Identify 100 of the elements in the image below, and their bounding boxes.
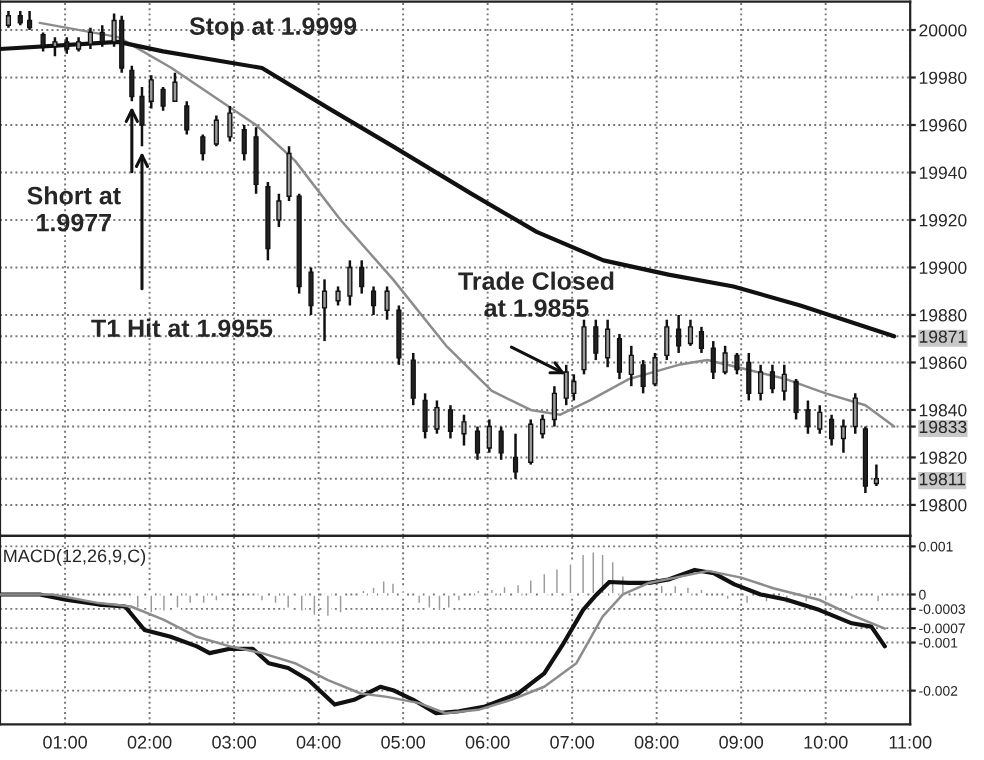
candlestick	[758, 363, 764, 402]
bar	[134, 593, 142, 611]
candlestick	[581, 318, 587, 376]
candlestick	[710, 339, 716, 381]
candlestick	[829, 413, 835, 447]
candlestick	[687, 318, 694, 348]
candlestick	[571, 373, 577, 402]
candlestick	[474, 425, 481, 462]
candlestick	[253, 126, 259, 196]
bar	[186, 593, 194, 606]
candlestick	[840, 418, 847, 454]
annotation: Short at 1.9977	[27, 186, 121, 232]
candlestick	[410, 351, 416, 407]
y-tick-label: 19840	[919, 404, 967, 417]
bar	[310, 593, 318, 618]
candlestick	[26, 9, 33, 32]
candlestick	[148, 73, 154, 110]
candlestick	[817, 403, 823, 435]
x-tick-label: 01:00	[43, 735, 87, 749]
bar	[848, 593, 856, 602]
y-tick-label: 19920	[919, 214, 967, 227]
candlestick	[539, 413, 546, 440]
candlestick	[396, 304, 402, 367]
candlestick	[227, 104, 233, 143]
x-tick-label: 08:00	[634, 735, 679, 749]
y-tick-label: 20000	[919, 24, 967, 37]
bar	[258, 593, 266, 604]
y-tick-label: 19900	[919, 261, 967, 274]
bar	[514, 582, 522, 596]
candlestick	[241, 123, 247, 162]
y-tick-label: 19980	[919, 71, 967, 85]
candlestick	[722, 344, 728, 376]
candlestick	[160, 85, 166, 112]
x-tick-label: 10:00	[804, 735, 848, 749]
text: MACD(12,26,9,C)	[4, 548, 146, 566]
bar	[488, 587, 496, 596]
candlestick	[769, 363, 776, 395]
y-tick-label: 19880	[919, 309, 967, 322]
bar	[284, 593, 292, 611]
candlestick	[793, 377, 799, 421]
candlestick	[286, 145, 292, 203]
candlestick	[746, 351, 752, 402]
candlestick	[200, 133, 206, 162]
candlestick	[605, 318, 611, 369]
candlestick	[628, 344, 634, 388]
candlestick	[461, 413, 467, 447]
candlestick	[129, 64, 135, 103]
candlestick	[616, 332, 623, 381]
bar	[324, 593, 332, 619]
candlestick	[447, 403, 454, 440]
annotation: T1 Hit at 1.9955	[91, 318, 273, 338]
bar	[399, 588, 407, 596]
bar	[553, 566, 561, 596]
bar	[658, 583, 666, 596]
candlestick	[335, 285, 341, 307]
candlestick	[359, 259, 365, 295]
bar	[501, 584, 509, 596]
candlestick	[676, 313, 682, 355]
x-tick-label: 05:00	[381, 735, 426, 749]
bar	[337, 593, 345, 616]
candlestick	[805, 399, 811, 435]
y-tick-label: 19960	[919, 119, 967, 132]
x-tick-label: 07:00	[550, 735, 595, 749]
candlestick	[664, 318, 670, 362]
candlestick	[321, 278, 328, 343]
annotation: Stop at 1.9999	[189, 17, 357, 40]
x-tick-label: 02:00	[127, 735, 172, 749]
bar	[566, 561, 574, 596]
candlestick	[308, 266, 314, 317]
candlestick	[370, 285, 377, 317]
y-tick-label: 19820	[919, 451, 967, 464]
y-tick-label: 19940	[919, 166, 967, 179]
candlestick	[512, 432, 519, 481]
y-tick-label: 19833	[919, 420, 967, 434]
bar	[173, 593, 181, 611]
y-tick-label: 19871	[919, 330, 967, 343]
bar	[724, 593, 732, 602]
bar	[540, 571, 548, 596]
candlestick	[347, 259, 353, 307]
candlestick	[551, 384, 557, 428]
candlestick	[213, 114, 219, 148]
x-tick-label: 06:00	[465, 735, 510, 749]
candlestick	[276, 192, 282, 229]
bar	[684, 584, 692, 596]
candlestick	[528, 418, 534, 466]
x-tick-label: 11:00	[889, 735, 932, 749]
bar	[697, 587, 705, 596]
bar	[147, 593, 155, 616]
bar	[671, 583, 679, 596]
bar	[272, 593, 280, 606]
candlestick	[384, 285, 390, 321]
x-tick-label: 04:00	[296, 735, 341, 749]
candlestick	[734, 351, 740, 376]
x-tick-label: 03:00	[212, 735, 256, 749]
y-tick-label: 19811	[919, 472, 966, 486]
candlestick	[852, 392, 858, 435]
bar	[874, 593, 882, 605]
x-tick-label: 09:00	[719, 735, 764, 749]
candlestick	[640, 358, 646, 395]
candlestick	[652, 351, 658, 388]
